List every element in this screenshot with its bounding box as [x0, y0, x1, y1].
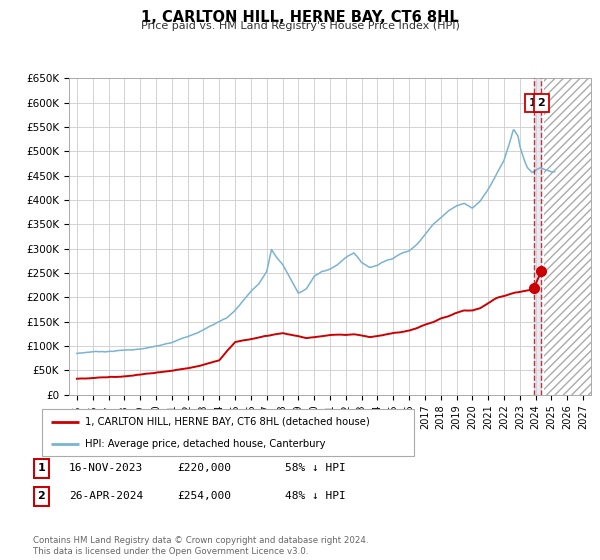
Text: 58% ↓ HPI: 58% ↓ HPI	[285, 463, 346, 473]
Text: Price paid vs. HM Land Registry's House Price Index (HPI): Price paid vs. HM Land Registry's House …	[140, 21, 460, 31]
Bar	[544, 78, 591, 395]
Text: 1, CARLTON HILL, HERNE BAY, CT6 8HL: 1, CARLTON HILL, HERNE BAY, CT6 8HL	[141, 10, 459, 25]
Text: £254,000: £254,000	[177, 491, 231, 501]
Text: 1: 1	[529, 98, 537, 108]
FancyBboxPatch shape	[42, 409, 414, 456]
Text: HPI: Average price, detached house, Canterbury: HPI: Average price, detached house, Cant…	[85, 438, 325, 449]
Text: 2: 2	[538, 98, 545, 108]
Text: 2: 2	[38, 491, 45, 501]
FancyBboxPatch shape	[34, 487, 49, 506]
Text: 1: 1	[38, 463, 45, 473]
Text: £220,000: £220,000	[177, 463, 231, 473]
Text: Contains HM Land Registry data © Crown copyright and database right 2024.
This d: Contains HM Land Registry data © Crown c…	[33, 536, 368, 556]
Bar	[534, 78, 541, 395]
Text: 16-NOV-2023: 16-NOV-2023	[69, 463, 143, 473]
Text: 1, CARLTON HILL, HERNE BAY, CT6 8HL (detached house): 1, CARLTON HILL, HERNE BAY, CT6 8HL (det…	[85, 417, 370, 427]
Text: 48% ↓ HPI: 48% ↓ HPI	[285, 491, 346, 501]
Text: 26-APR-2024: 26-APR-2024	[69, 491, 143, 501]
FancyBboxPatch shape	[34, 459, 49, 478]
